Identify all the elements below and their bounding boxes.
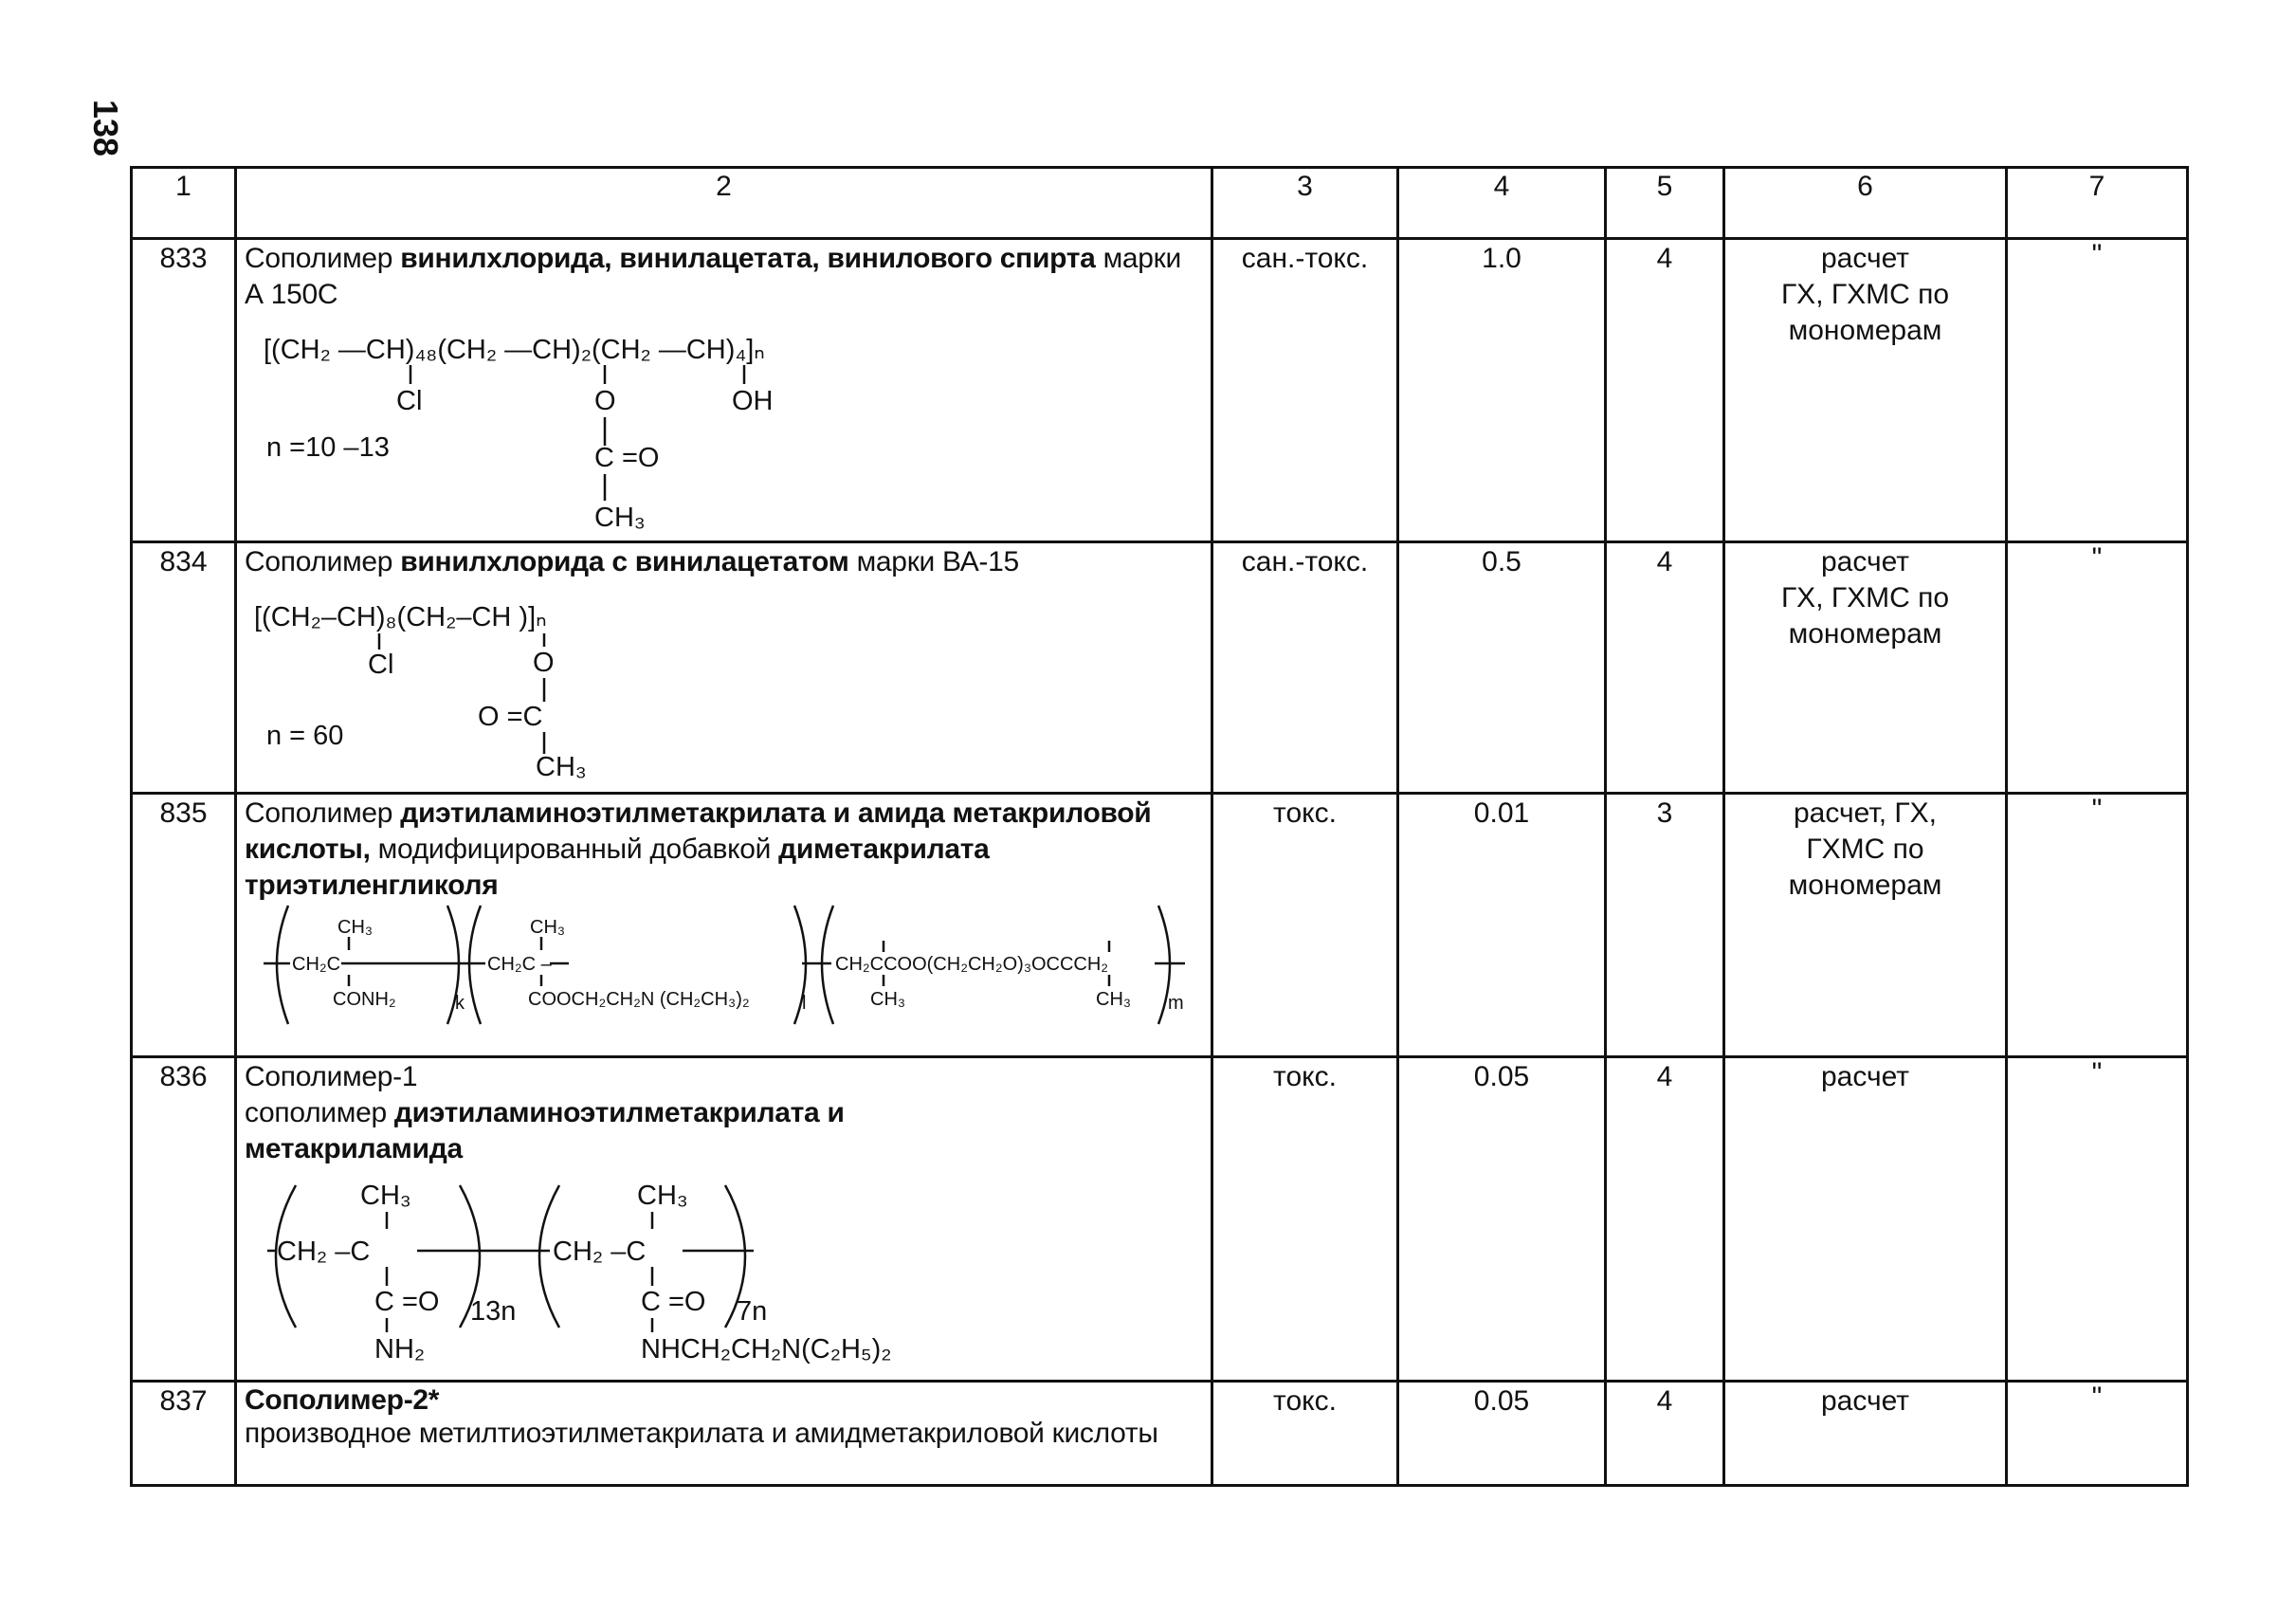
limit-value: 0.05 [1473,1385,1530,1417]
svg-text:n = 60: n = 60 [266,721,343,751]
hazard-class: 4 [1656,243,1673,274]
svg-text:NH₂: NH₂ [374,1334,425,1365]
svg-text:13n: 13n [470,1296,516,1327]
svg-text:n =10 –13: n =10 –13 [266,432,390,463]
method: расчет ГХ, ГХМС по мономерам [1780,243,1950,346]
row-number: 837 [159,1385,208,1417]
svg-text:NHCH₂CH₂N(C₂H₅)₂: NHCH₂CH₂N(C₂H₅)₂ [641,1334,892,1365]
row-number: 836 [159,1061,208,1092]
svg-text:[(CH₂–CH)₈(CH₂–CH )]ₙ: [(CH₂–CH)₈(CH₂–CH )]ₙ [254,602,547,632]
substance-name: Сополимер-2* производное метилтиоэтилмета… [245,1384,1158,1449]
svg-text:O: O [594,386,616,416]
limit-value: 0.01 [1473,797,1530,829]
svg-text:C =O: C =O [374,1287,440,1317]
svg-text:CH₃: CH₃ [360,1181,411,1211]
svg-text:OH: OH [732,386,774,416]
svg-text:CH₂C –: CH₂C – [487,954,553,975]
svg-text:CH₃: CH₃ [337,917,373,938]
substance-name: Сополимер винилхлорида с винилацетатом м… [245,546,1019,577]
svg-text:k: k [455,993,465,1014]
ditto-mark: " [2091,239,2103,270]
svg-text:C =O: C =O [594,443,660,473]
header-col-7: 7 [2088,171,2105,202]
svg-text:COOCH₂CH₂N (CH₂CH₃)₂: COOCH₂CH₂N (CH₂CH₃)₂ [528,989,750,1010]
hazard-type: токс. [1273,1061,1337,1092]
svg-text:CH₃: CH₃ [536,752,587,782]
svg-text:Cl: Cl [368,650,393,680]
ditto-mark: " [2091,542,2103,574]
formula-836: CH₃ CH₂ –C C =O NH₂ 13n CH₃ CH₂ –C C =O … [267,1181,892,1365]
ditto-mark: " [2091,1382,2103,1413]
svg-text:CH₃: CH₃ [594,503,646,533]
svg-text:CH₃: CH₃ [870,989,905,1010]
hazard-type: токс. [1273,797,1337,829]
header-col-4: 4 [1493,171,1510,202]
hazard-type: сан.-токс. [1241,243,1369,274]
ditto-mark: " [2091,1057,2103,1089]
header-col-3: 3 [1297,171,1313,202]
hazard-type: сан.-токс. [1241,546,1369,577]
svg-text:CH₂ –C: CH₂ –C [553,1236,646,1267]
substance-name: Сополимер диэтиламиноэтилметакрилата и а… [245,797,1152,901]
svg-text:C =O: C =O [641,1287,706,1317]
hazard-class: 4 [1656,1061,1673,1092]
limit-value: 1.0 [1482,243,1522,274]
substance-name: Сополимер-1 сополимер диэтиламиноэтилмета… [245,1061,845,1164]
method: расчет [1820,1385,1910,1417]
svg-text:CONH₂: CONH₂ [333,989,396,1010]
header-col-6: 6 [1857,171,1873,202]
svg-text:O =C: O =C [478,702,543,732]
hazard-class: 4 [1656,546,1673,577]
header-col-5: 5 [1656,171,1673,202]
limit-value: 0.5 [1482,546,1522,577]
header-col-2: 2 [716,171,732,202]
svg-text:CH₃: CH₃ [530,917,565,938]
row-number: 835 [159,797,208,829]
svg-text:CH₂ –C: CH₂ –C [277,1236,370,1267]
hazard-class: 4 [1656,1385,1673,1417]
formula-834: [(CH₂–CH)₈(CH₂–CH )]ₙ Cl O O =C CH₃ n = … [254,602,587,782]
ditto-mark: " [2091,794,2103,825]
limit-value: 0.05 [1473,1061,1530,1092]
formula-835: CH₂C CH₃ CONH₂ k CH₂C – CH₃ COOCH₂CH₂N (… [264,905,1185,1025]
substance-name: Сополимер винилхлорида, винилацетата, ви… [245,243,1181,310]
svg-text:CH₃: CH₃ [1096,989,1131,1010]
svg-text:7n: 7n [737,1296,767,1327]
svg-text:m: m [1168,993,1184,1014]
svg-text:l: l [802,993,806,1014]
method: расчет ГХ, ГХМС по мономерам [1780,546,1950,650]
svg-text:[(CH₂ —CH)₄₈(CH₂ —CH)₂(CH₂ —CH: [(CH₂ —CH)₄₈(CH₂ —CH)₂(CH₂ —CH)₄]ₙ [264,335,765,365]
formula-833: [(CH₂ —CH)₄₈(CH₂ —CH)₂(CH₂ —CH)₄]ₙ Cl O … [264,335,774,533]
row-number: 833 [159,243,208,274]
header-col-1: 1 [175,171,191,202]
svg-text:CH₂CCOO(CH₂CH₂O)₃OCCCH₂: CH₂CCOO(CH₂CH₂O)₃OCCCH₂ [835,954,1108,975]
svg-text:Cl: Cl [396,386,422,416]
hazard-class: 3 [1656,797,1673,829]
method: расчет, ГХ, ГХМС по мономерам [1788,797,1942,901]
row-number: 834 [159,546,208,577]
method: расчет [1820,1061,1910,1092]
svg-text:CH₃: CH₃ [637,1181,688,1211]
svg-text:CH₂C: CH₂C [292,954,340,975]
hazard-type: токс. [1273,1385,1337,1417]
svg-text:O: O [533,648,555,678]
